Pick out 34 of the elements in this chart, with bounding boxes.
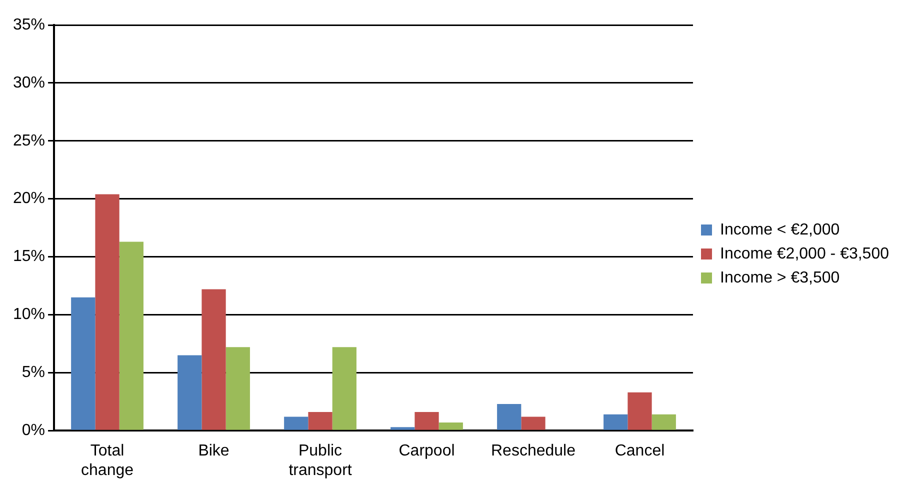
bar: [202, 289, 226, 430]
bar: [95, 194, 120, 430]
x-tick-label: Bike: [198, 442, 230, 460]
x-tick-label: Public transport: [288, 442, 352, 479]
bar: [226, 347, 250, 430]
y-tick-label: 15%: [12, 248, 46, 266]
bar: [390, 427, 415, 430]
bar: [604, 414, 628, 430]
x-tick-label: Total change: [81, 442, 134, 479]
legend-label: Income < €2,000: [720, 221, 840, 238]
x-tick-label: Carpool: [398, 442, 455, 460]
bar: [332, 347, 356, 430]
y-tick-label: 35%: [12, 16, 46, 34]
bar: [308, 412, 332, 430]
y-tick-label: 30%: [12, 74, 46, 92]
bar: [652, 414, 676, 430]
bar: [438, 422, 463, 430]
y-tick-label: 0%: [22, 422, 46, 440]
y-tick-label: 10%: [12, 306, 46, 324]
y-tick-label: 5%: [22, 364, 46, 382]
bar: [497, 404, 522, 430]
x-tick-label: Cancel: [614, 442, 665, 460]
bar: [178, 355, 202, 430]
legend-label: Income > €3,500: [720, 269, 840, 286]
x-tick-label: Reschedule: [491, 442, 576, 460]
bar: [284, 416, 308, 430]
bar: [71, 297, 96, 430]
bar: [119, 242, 144, 430]
y-tick-label: 25%: [12, 132, 46, 150]
legend-label: Income €2,000 - €3,500: [720, 245, 890, 262]
bar: [414, 412, 439, 430]
bar: [628, 392, 652, 430]
bar: [521, 416, 546, 430]
y-tick-label: 20%: [12, 190, 46, 208]
